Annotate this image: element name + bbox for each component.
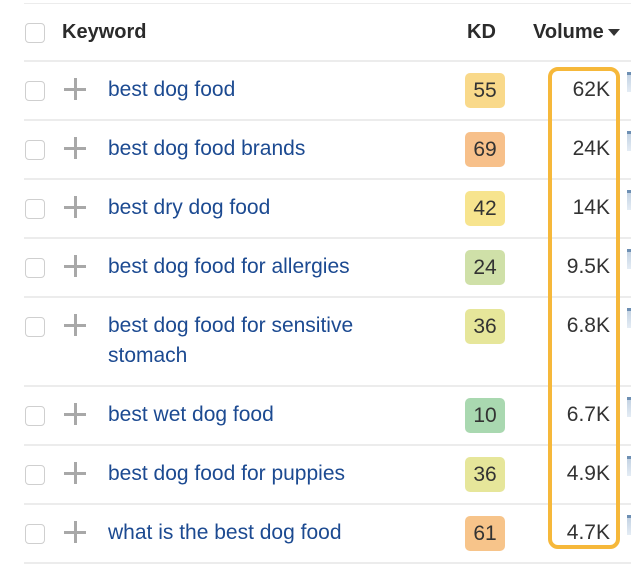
row-checkbox[interactable] — [25, 317, 45, 337]
keyword-link[interactable]: best dog food — [108, 78, 236, 101]
volume-value: 24K — [572, 137, 610, 160]
sort-descending-icon — [607, 29, 620, 37]
table-row: best dog food brands 69 24K — [24, 121, 631, 180]
trend-chart-icon — [627, 456, 631, 476]
add-to-list-plus-icon[interactable] — [64, 255, 86, 277]
trend-chart-icon — [627, 249, 631, 269]
row-checkbox[interactable] — [25, 199, 45, 219]
volume-value: 62K — [572, 78, 610, 101]
trend-chart-icon — [627, 397, 631, 417]
volume-value: 4.9K — [566, 462, 610, 485]
volume-value: 9.5K — [566, 255, 610, 278]
column-header-keyword[interactable]: Keyword — [62, 21, 147, 43]
volume-label: Volume — [533, 21, 604, 43]
kd-badge: 55 — [465, 73, 505, 108]
keyword-link[interactable]: best dog food for allergies — [108, 255, 350, 278]
keyword-link[interactable]: best dog food brands — [108, 137, 306, 160]
row-checkbox[interactable] — [25, 524, 45, 544]
kd-badge: 10 — [465, 398, 505, 433]
kd-badge: 36 — [465, 457, 505, 492]
kd-badge: 36 — [465, 309, 505, 344]
add-to-list-plus-icon[interactable] — [64, 78, 86, 100]
volume-value: 6.7K — [566, 403, 610, 426]
add-to-list-plus-icon[interactable] — [64, 314, 86, 336]
add-to-list-plus-icon[interactable] — [64, 403, 86, 425]
top-divider — [24, 3, 631, 4]
table-row: what is the best dog food 61 4.7K — [24, 505, 631, 564]
table-row: best dog food for sensitive stomach 36 6… — [24, 298, 631, 387]
add-to-list-plus-icon[interactable] — [64, 137, 86, 159]
table-row: best wet dog food 10 6.7K — [24, 387, 631, 446]
row-checkbox[interactable] — [25, 81, 45, 101]
volume-value: 14K — [572, 196, 610, 219]
keyword-link[interactable]: what is the best dog food — [108, 521, 342, 544]
kd-badge: 24 — [465, 250, 505, 285]
kd-badge: 61 — [465, 516, 505, 551]
kd-badge: 42 — [465, 191, 505, 226]
add-to-list-plus-icon[interactable] — [64, 521, 86, 543]
trend-chart-icon — [627, 308, 631, 328]
add-to-list-plus-icon[interactable] — [64, 462, 86, 484]
add-to-list-plus-icon[interactable] — [64, 196, 86, 218]
table-row: best dog food for allergies 24 9.5K — [24, 239, 631, 298]
column-header-kd[interactable]: KD — [467, 21, 496, 43]
table-row: best dog food 55 62K — [24, 62, 631, 121]
trend-chart-icon — [627, 72, 631, 92]
table-header: Keyword KD Volume — [24, 4, 631, 62]
table-row: best dry dog food 42 14K — [24, 180, 631, 239]
trend-chart-icon — [627, 190, 631, 210]
row-checkbox[interactable] — [25, 258, 45, 278]
volume-value: 6.8K — [566, 314, 610, 337]
row-checkbox[interactable] — [25, 406, 45, 426]
trend-chart-icon — [627, 515, 631, 535]
row-checkbox[interactable] — [25, 465, 45, 485]
volume-value: 4.7K — [566, 521, 610, 544]
trend-chart-icon — [627, 131, 631, 151]
kd-badge: 69 — [465, 132, 505, 167]
keyword-link[interactable]: best dog food for puppies — [108, 462, 346, 485]
column-header-volume[interactable]: Volume — [533, 21, 620, 44]
table-row: best dog food for puppies 36 4.9K — [24, 446, 631, 505]
keywords-table: Keyword KD Volume best dog food 55 62K b… — [24, 4, 631, 564]
keyword-link[interactable]: best dog food for sensitive stomach — [108, 314, 354, 367]
row-checkbox[interactable] — [25, 140, 45, 160]
keyword-link[interactable]: best dry dog food — [108, 196, 271, 219]
keyword-link[interactable]: best wet dog food — [108, 403, 274, 426]
select-all-checkbox[interactable] — [25, 23, 45, 43]
